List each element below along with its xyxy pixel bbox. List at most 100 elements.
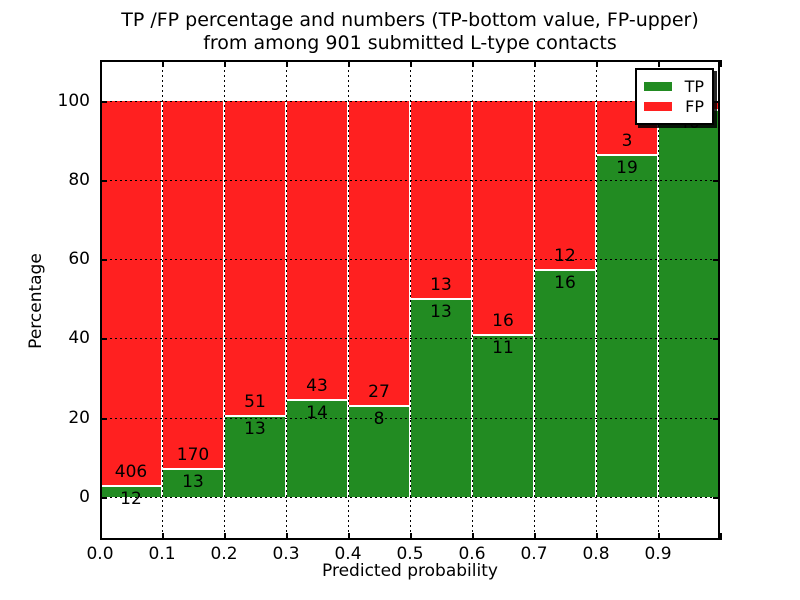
y-tick-label-40: 40 — [68, 328, 90, 349]
grid-vline-3 — [286, 60, 287, 540]
x-tick-bottom-5 — [410, 533, 412, 540]
grid-vline-9 — [658, 60, 659, 540]
chart-title-line1: TP /FP percentage and numbers (TP-bottom… — [121, 9, 699, 31]
y-tick-right-100 — [713, 100, 720, 103]
x-tick-top-8 — [596, 60, 598, 67]
bar-edge-4 — [348, 405, 410, 408]
bar-fp-segment-4 — [348, 100, 410, 407]
x-tick-bottom-10 — [720, 533, 722, 540]
fp-count-label-8: 3 — [621, 130, 633, 151]
fp-count-label-0: 406 — [114, 461, 148, 482]
bar-edge-6 — [472, 334, 534, 337]
bar-fp-segment-3 — [286, 100, 348, 400]
x-tick-label-0.6: 0.6 — [458, 544, 486, 564]
bar-edge-2 — [224, 415, 286, 418]
bar-tp-segment-8 — [596, 154, 658, 497]
bar-fp-segment-5 — [410, 100, 472, 299]
grid-hline-60 — [100, 259, 720, 261]
x-tick-bottom-7 — [534, 533, 536, 540]
tp-count-label-4: 8 — [373, 409, 385, 430]
tp-count-label-7: 16 — [554, 273, 576, 294]
y-tick-label-60: 60 — [68, 249, 90, 270]
tp-count-label-3: 14 — [306, 402, 328, 423]
legend-label-tp: TP — [684, 77, 704, 96]
x-tick-label-0.2: 0.2 — [210, 544, 238, 564]
fp-color-swatch-icon — [644, 102, 672, 111]
x-tick-bottom-2 — [224, 533, 226, 540]
bar-tp-segment-1 — [162, 468, 224, 497]
x-tick-label-0.9: 0.9 — [644, 544, 672, 564]
x-tick-bottom-3 — [286, 533, 288, 540]
chart-title: TP /FP percentage and numbers (TP-bottom… — [100, 9, 720, 55]
y-tick-left-20 — [100, 417, 107, 420]
x-tick-label-0.8: 0.8 — [582, 544, 610, 564]
bar-fp-segment-2 — [224, 100, 286, 417]
y-tick-right-40 — [713, 338, 720, 341]
fp-count-label-1: 170 — [176, 444, 210, 465]
y-axis-label: Percentage — [26, 253, 46, 349]
y-tick-left-60 — [100, 259, 107, 262]
fp-count-label-2: 51 — [244, 392, 266, 413]
x-tick-bottom-4 — [348, 533, 350, 540]
bar-fp-segment-6 — [472, 100, 534, 336]
grid-hline-100 — [100, 100, 720, 102]
x-tick-top-10 — [720, 60, 722, 67]
grid-vline-6 — [472, 60, 473, 540]
x-tick-top-1 — [162, 60, 164, 67]
tp-count-label-1: 13 — [182, 471, 204, 492]
chart-title-line2: from among 901 submitted L-type contacts — [203, 32, 617, 54]
x-tick-label-0.1: 0.1 — [148, 544, 176, 564]
tp-count-label-5: 13 — [430, 301, 452, 322]
y-tick-left-40 — [100, 338, 107, 341]
x-tick-bottom-9 — [658, 533, 660, 540]
x-tick-label-0.7: 0.7 — [520, 544, 548, 564]
fp-count-label-3: 43 — [306, 375, 328, 396]
y-tick-left-80 — [100, 179, 107, 182]
x-tick-label-0.5: 0.5 — [396, 544, 424, 564]
legend: TP FP — [635, 68, 714, 125]
tp-count-label-6: 11 — [492, 338, 514, 359]
x-tick-bottom-8 — [596, 533, 598, 540]
x-tick-top-3 — [286, 60, 288, 67]
grid-vline-5 — [410, 60, 411, 540]
bar-edge-3 — [286, 398, 348, 401]
x-tick-top-2 — [224, 60, 226, 67]
bar-edge-8 — [596, 153, 658, 156]
fp-count-label-4: 27 — [368, 382, 390, 403]
x-tick-top-6 — [472, 60, 474, 67]
y-tick-label-20: 20 — [68, 407, 90, 428]
grid-hline-20 — [100, 417, 720, 419]
grid-vline-2 — [224, 60, 225, 540]
x-tick-top-5 — [410, 60, 412, 67]
grid-hline-0 — [100, 497, 720, 498]
x-tick-top-7 — [534, 60, 536, 67]
grid-hline-80 — [100, 179, 720, 181]
y-tick-label-0: 0 — [79, 487, 90, 507]
bar-tp-segment-4 — [348, 406, 410, 497]
tp-color-swatch-icon — [644, 82, 672, 91]
bar-edge-7 — [534, 269, 596, 272]
fp-count-label-6: 16 — [492, 311, 514, 332]
tp-count-label-2: 13 — [244, 419, 266, 440]
y-tick-right-20 — [713, 417, 720, 420]
y-tick-right-60 — [713, 259, 720, 262]
legend-item-fp: FP — [644, 98, 704, 115]
bar-fp-segment-7 — [534, 100, 596, 271]
bar-tp-segment-7 — [534, 270, 596, 497]
bar-edge-1 — [162, 467, 224, 470]
bar-fp-segment-0 — [100, 100, 162, 486]
bar-tp-segment-9 — [658, 110, 720, 497]
y-tick-label-80: 80 — [68, 169, 90, 190]
bar-fp-segment-1 — [162, 100, 224, 469]
bar-tp-segment-0 — [100, 485, 162, 497]
bar-tp-segment-3 — [286, 399, 348, 497]
bar-edge-5 — [410, 297, 472, 300]
x-tick-top-9 — [658, 60, 660, 67]
legend-label-fp: FP — [685, 97, 704, 116]
y-tick-label-100: 100 — [57, 90, 90, 111]
tp-count-label-0: 12 — [120, 488, 142, 509]
x-tick-label-0.0: 0.0 — [86, 544, 114, 564]
y-tick-right-80 — [713, 179, 720, 182]
x-tick-label-0.3: 0.3 — [272, 544, 300, 564]
